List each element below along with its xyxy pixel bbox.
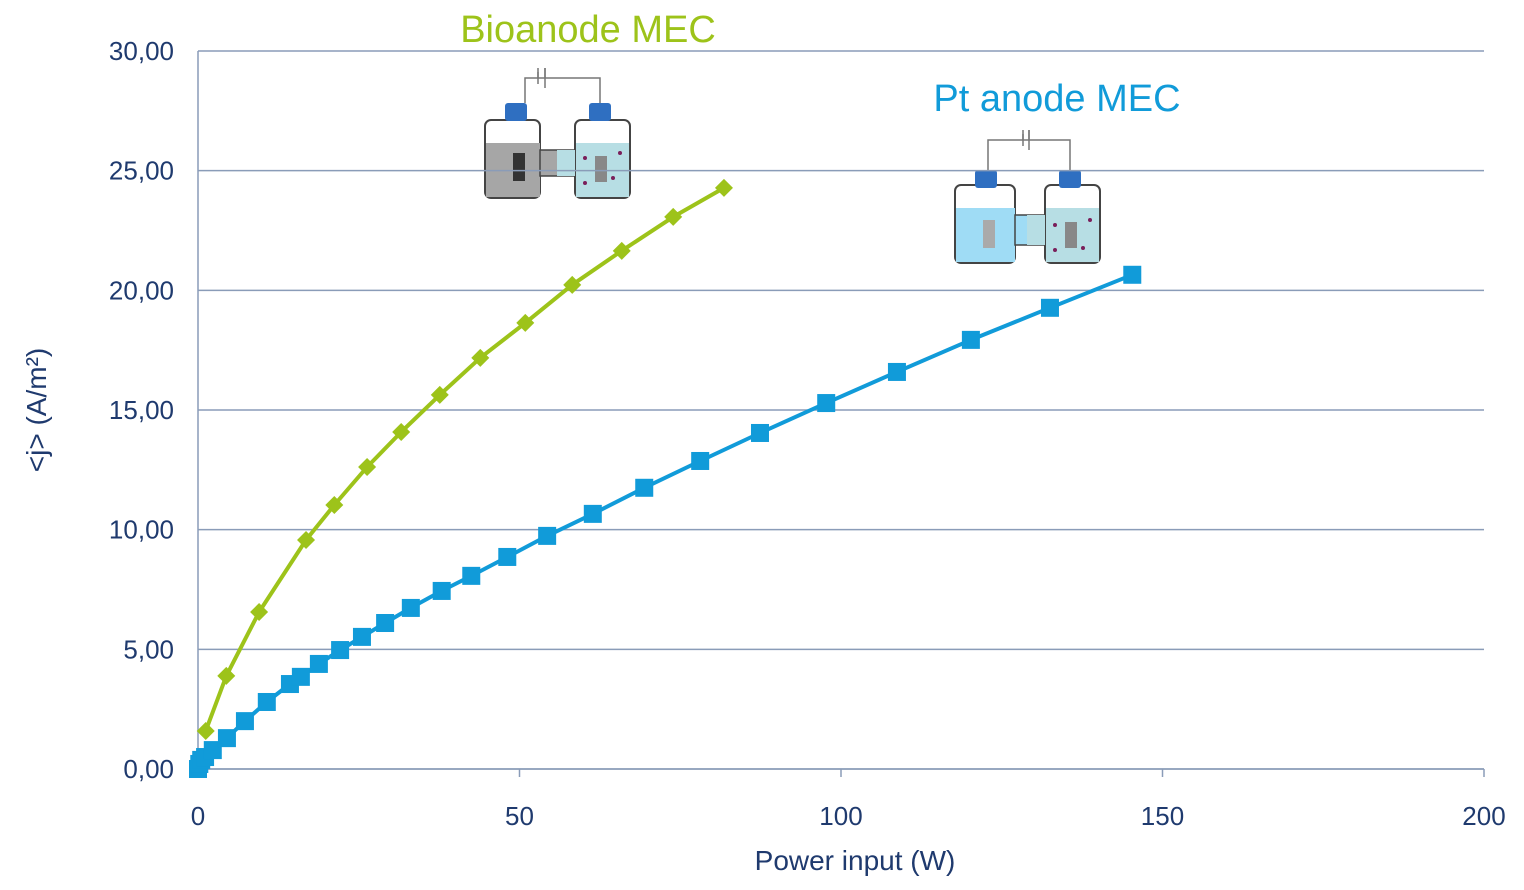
diamond-marker [563,275,582,294]
bioanode-cell-icon [484,68,631,199]
square-marker [583,504,602,523]
diamond-marker [325,496,344,515]
series-line [196,272,1134,770]
diamond-marker [358,457,377,476]
x-tick-label: 200 [1462,801,1505,831]
square-marker [691,451,710,470]
series-label: Bioanode MEC [460,9,716,51]
diamond-marker [217,666,236,685]
diamond-marker [297,530,316,549]
square-marker [203,741,222,760]
y-tick-label: 25,00 [109,156,174,186]
diamond-marker [430,385,449,404]
diamond-marker [196,721,215,740]
square-marker [257,692,276,711]
square-marker [291,667,310,686]
x-axis-title: Power input (W) [755,845,956,876]
series-label: Pt anode MEC [933,78,1180,120]
y-tick-label: 20,00 [109,275,174,305]
square-marker [817,394,836,413]
square-marker [217,729,236,748]
diamond-marker [250,602,269,621]
diamond-marker [664,207,683,226]
diamond-marker [392,423,411,442]
diamond-marker [612,241,631,260]
square-marker [1123,265,1142,284]
square-marker [235,712,254,731]
y-axis-title: <j> (A/m²) [21,348,52,472]
square-marker [961,330,980,349]
square-marker [352,627,371,646]
y-tick-label: 30,00 [109,36,174,66]
square-marker [635,478,654,497]
square-marker [1040,298,1059,317]
x-tick-label: 50 [505,801,534,831]
square-marker [750,423,769,442]
y-tick-label: 0,00 [123,754,174,784]
square-marker [432,581,451,600]
diamond-marker [714,178,733,197]
pt-anode-cell-icon [954,130,1101,264]
square-marker [401,598,420,617]
y-tick-label: 15,00 [109,395,174,425]
x-tick-label: 100 [819,801,862,831]
square-marker [462,566,481,585]
square-marker [538,526,557,545]
square-marker [887,362,906,381]
series-line [203,186,725,732]
y-tick-label: 5,00 [123,634,174,664]
square-marker [376,614,395,633]
diamond-marker [516,313,535,332]
y-tick-label: 10,00 [109,515,174,545]
x-tick-label: 0 [191,801,205,831]
square-marker [331,641,350,660]
square-marker [309,654,328,673]
square-marker [498,547,517,566]
diamond-marker [471,348,490,367]
x-tick-label: 150 [1141,801,1184,831]
